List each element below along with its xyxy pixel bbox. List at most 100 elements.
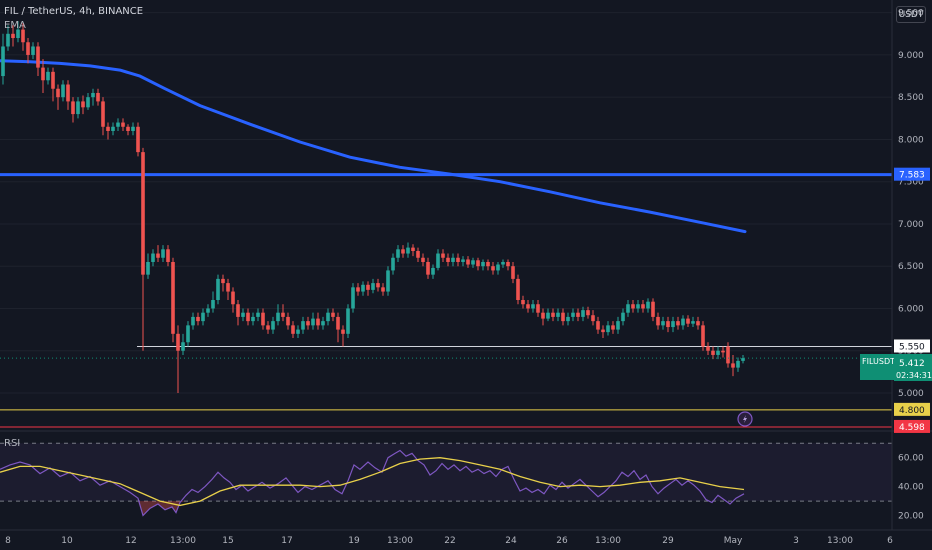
candle — [101, 97, 105, 136]
candle-body — [466, 259, 470, 265]
rsi-tick-label: 40.00 — [898, 483, 924, 493]
candle-body — [206, 308, 210, 313]
candle-body — [396, 249, 400, 258]
candle — [61, 80, 65, 102]
candle-body — [196, 316, 200, 322]
symbol-tag-bg — [860, 354, 894, 380]
candle-body — [316, 318, 320, 326]
candle — [281, 304, 285, 322]
candle-body — [731, 363, 735, 368]
candle-body — [26, 42, 30, 55]
candle — [636, 300, 640, 313]
candle — [406, 242, 410, 258]
candle — [611, 321, 615, 334]
candle — [361, 281, 365, 296]
candle — [596, 316, 600, 334]
candle-body — [241, 312, 245, 317]
candle-body — [291, 325, 295, 334]
candle — [681, 315, 685, 330]
candle-body — [261, 312, 265, 326]
candle-body — [236, 304, 240, 317]
candle-body — [211, 300, 215, 309]
candle — [316, 312, 320, 330]
candle — [71, 97, 75, 123]
candle-body — [456, 257, 460, 262]
candle-body — [191, 316, 195, 326]
candle — [646, 298, 650, 313]
currency-button[interactable]: USDT — [896, 6, 926, 23]
candle-body — [401, 249, 405, 254]
candle-body — [726, 346, 730, 364]
candle-body — [216, 278, 220, 301]
price-tag: 5.550 — [894, 339, 930, 353]
candle-body — [251, 316, 255, 322]
x-tick-label: 19 — [348, 536, 360, 546]
candle — [286, 312, 290, 330]
y-tick-label: 5.000 — [898, 389, 924, 399]
price-axis[interactable]: 9.500 9.000 8.500 8.000 7.500 7.000 6.500 6.000… — [860, 0, 932, 530]
candle-body — [506, 261, 510, 267]
candle-body — [486, 261, 490, 267]
candle — [546, 308, 550, 322]
candle — [246, 308, 250, 326]
candle — [521, 295, 525, 309]
rsi-indicator-label[interactable]: RSI — [4, 438, 21, 449]
candle-body — [496, 264, 500, 271]
candle — [461, 256, 465, 267]
x-tick-label: 6 — [887, 536, 893, 546]
ema-indicator-label[interactable]: EMA — [4, 20, 26, 31]
candle-body — [711, 350, 715, 355]
candle — [376, 278, 380, 292]
candle — [511, 261, 515, 284]
candle — [451, 253, 455, 267]
candle-body — [126, 126, 130, 131]
candle — [121, 118, 125, 131]
x-tick-label: 24 — [505, 536, 517, 546]
candle — [631, 300, 635, 313]
candle — [641, 300, 645, 313]
candle — [181, 333, 185, 355]
candle-body — [256, 312, 260, 317]
candle — [1, 33, 5, 85]
x-tick-label: 29 — [662, 536, 674, 546]
price-tag-text: 5.550 — [899, 342, 925, 352]
candle — [151, 249, 155, 267]
candle-body — [431, 267, 435, 275]
time-axis[interactable]: 8 10 12 13:00 15 17 19 13:00 22 24 26 13:00 29 May 3 13… — [0, 529, 932, 546]
candle — [696, 316, 700, 330]
candle-body — [56, 88, 60, 98]
candle-body — [276, 312, 280, 322]
y-tick-label: 8.000 — [898, 135, 924, 145]
candle-body — [41, 67, 45, 81]
candle-body — [606, 325, 610, 333]
x-tick-label: 13:00 — [595, 536, 621, 546]
x-tick-label: 22 — [444, 536, 455, 546]
candle-body — [491, 266, 495, 271]
candle — [266, 321, 270, 334]
candle — [31, 42, 35, 60]
candle — [201, 308, 205, 326]
candle — [421, 253, 425, 267]
price-tag-bg — [894, 339, 930, 353]
price-tag: 7.583 — [894, 167, 930, 181]
candlestick-series[interactable] — [1, 21, 745, 393]
lightning-icon[interactable] — [737, 411, 753, 427]
candle-body — [451, 257, 455, 262]
candle — [96, 88, 100, 106]
rsi-pane[interactable] — [0, 430, 932, 517]
candle-body — [101, 101, 105, 127]
rsi-tick-label: 20.00 — [898, 512, 924, 522]
candle-body — [246, 312, 250, 322]
candle-body — [741, 358, 745, 361]
price-tag-bg — [894, 167, 930, 181]
candle — [131, 122, 135, 136]
grid-lines — [0, 12, 892, 394]
symbol-title[interactable]: FIL / TetherUS, 4h, BINANCE — [4, 6, 144, 17]
candle — [726, 342, 730, 368]
rsi-tick-label: 60.00 — [898, 454, 924, 464]
candle-body — [46, 71, 50, 81]
candle — [41, 59, 45, 93]
candle-body — [436, 253, 440, 268]
candle-body — [141, 152, 145, 275]
